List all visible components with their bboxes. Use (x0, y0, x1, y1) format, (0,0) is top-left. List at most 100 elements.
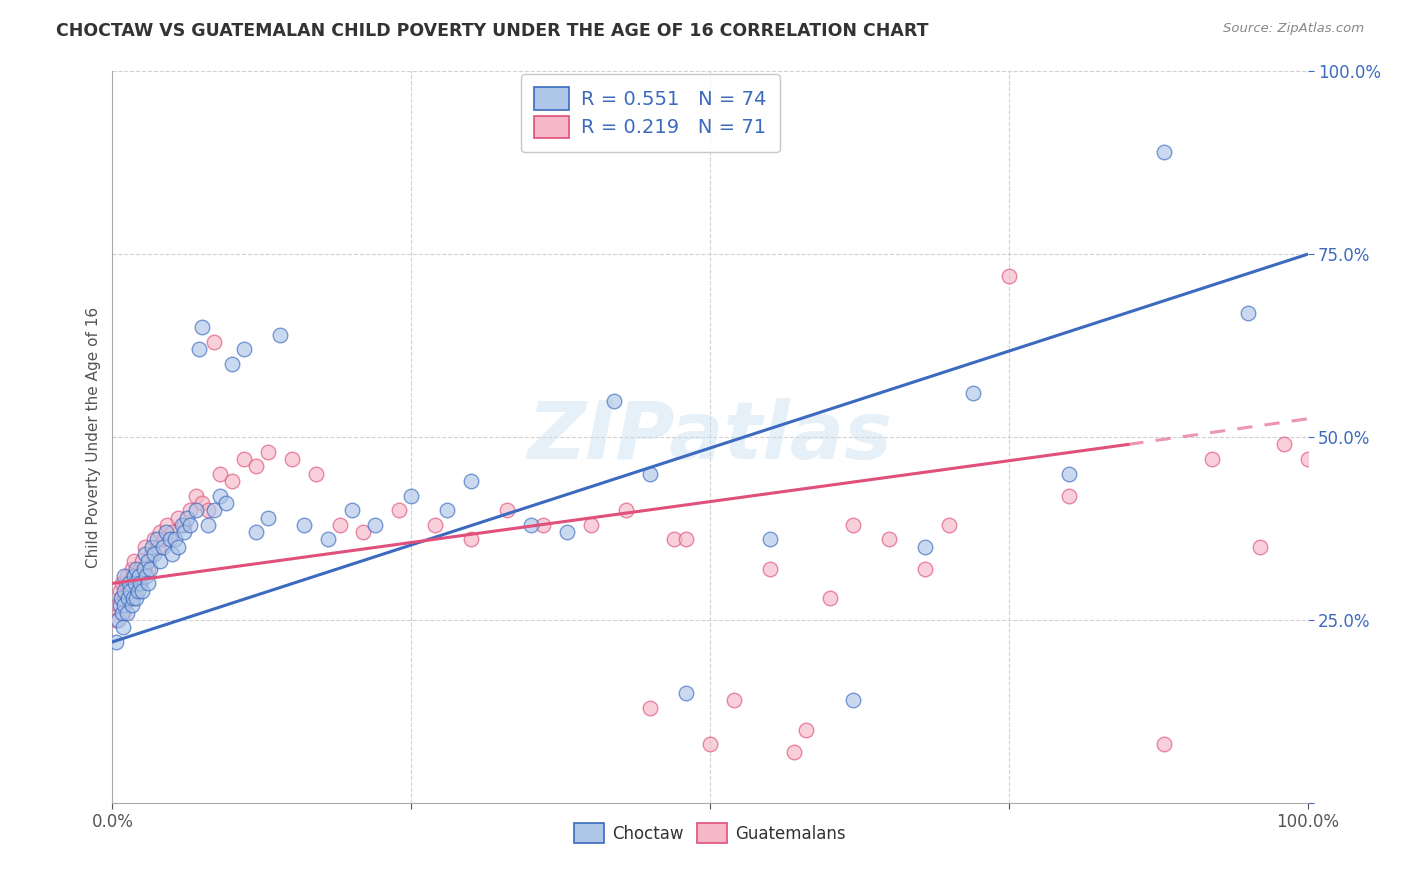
Point (117, 583, 139, 598)
Point (202, 334, 225, 349)
Point (173, 525, 195, 540)
Point (1057, 467, 1080, 481)
Point (146, 540, 169, 554)
Point (209, 467, 232, 481)
Point (640, 700, 662, 714)
Point (152, 540, 174, 554)
Point (436, 503, 458, 517)
Point (496, 503, 519, 517)
Point (962, 386, 984, 401)
Point (125, 583, 148, 598)
Point (305, 467, 328, 481)
Point (675, 533, 697, 547)
Point (664, 533, 686, 547)
Point (162, 525, 183, 540)
Point (699, 737, 721, 751)
Point (127, 583, 149, 598)
Point (117, 591, 139, 605)
Point (122, 554, 145, 568)
Point (352, 525, 374, 540)
Point (215, 496, 238, 510)
Point (1237, 306, 1260, 320)
Point (163, 533, 186, 547)
Point (187, 343, 209, 357)
Point (460, 533, 482, 547)
Point (1153, 737, 1175, 751)
Point (245, 459, 267, 474)
Point (143, 533, 166, 547)
Text: Source: ZipAtlas.com: Source: ZipAtlas.com (1223, 22, 1364, 36)
Point (121, 591, 143, 605)
Point (155, 525, 177, 540)
Point (167, 540, 190, 554)
Point (281, 452, 304, 467)
Point (170, 517, 193, 532)
Point (125, 591, 148, 605)
Point (111, 576, 134, 591)
Point (121, 562, 143, 576)
Point (179, 517, 201, 532)
Point (616, 503, 638, 517)
Point (388, 503, 411, 517)
Point (520, 517, 543, 532)
Point (425, 517, 447, 532)
Point (914, 562, 936, 576)
Point (555, 525, 578, 540)
Point (128, 576, 150, 591)
Point (114, 583, 135, 598)
Point (329, 517, 352, 532)
Point (186, 503, 208, 517)
Point (105, 613, 128, 627)
Point (115, 606, 138, 620)
Point (108, 583, 131, 598)
Point (531, 517, 554, 532)
Point (292, 517, 315, 532)
Point (191, 496, 214, 510)
Point (149, 525, 172, 540)
Point (138, 576, 160, 591)
Point (209, 489, 232, 503)
Point (134, 547, 156, 561)
Point (245, 525, 267, 540)
Point (759, 562, 782, 576)
Point (1296, 452, 1319, 467)
Point (269, 327, 291, 342)
Point (118, 576, 141, 591)
Point (167, 510, 190, 524)
Point (120, 576, 142, 591)
Point (842, 517, 865, 532)
Text: ZIPatlas: ZIPatlas (527, 398, 893, 476)
Point (794, 723, 817, 737)
Point (149, 554, 172, 568)
Point (257, 510, 280, 524)
Point (818, 591, 841, 605)
Point (107, 613, 129, 627)
Point (782, 745, 804, 759)
Point (233, 343, 256, 357)
Point (191, 320, 214, 334)
Point (759, 533, 782, 547)
Point (401, 489, 423, 503)
Y-axis label: Child Poverty Under the Age of 16: Child Poverty Under the Age of 16 (86, 307, 101, 567)
Point (105, 635, 128, 649)
Point (675, 686, 697, 700)
Point (127, 569, 149, 583)
Point (640, 467, 662, 481)
Point (221, 474, 243, 488)
Point (125, 562, 148, 576)
Point (132, 562, 155, 576)
Point (121, 569, 143, 583)
Point (176, 510, 198, 524)
Point (114, 569, 135, 583)
Point (110, 591, 132, 605)
Point (138, 554, 160, 568)
Point (134, 540, 156, 554)
Point (914, 540, 936, 554)
Point (138, 562, 160, 576)
Point (173, 517, 195, 532)
Point (122, 569, 145, 583)
Point (197, 517, 219, 532)
Point (1272, 437, 1295, 451)
Point (998, 269, 1021, 284)
Point (364, 517, 387, 532)
